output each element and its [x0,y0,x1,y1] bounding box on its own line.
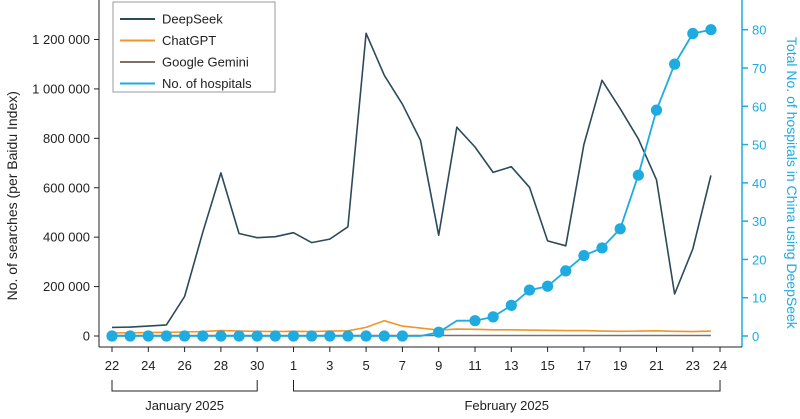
hospital-count-point [487,311,499,323]
bottom-axis-tick-label: 7 [399,358,406,373]
right-axis-tick-label: 0 [752,329,759,344]
left-axis-tick-label: 200 000 [43,279,90,294]
bottom-axis-tick-label: 28 [214,358,228,373]
hospital-count-point [324,330,336,342]
hospital-count-point [469,315,481,327]
no-of-hospitals-line [112,28,712,337]
hospital-count-point [650,104,663,116]
hospital-count-point [124,330,136,342]
axes: 0 200 000 400 000 600 000 800 000 1 000 000 1 … [4,0,800,413]
bottom-axis-tick-label: 24 [713,358,727,373]
hospital-count-point [269,330,281,342]
legend-label-no-of-hospitals: No. of hospitals [162,76,252,91]
hospital-count-point [542,280,554,292]
plot-area [106,24,717,342]
hospital-count-point [505,299,517,311]
bottom-axis-tick-label: 13 [504,358,518,373]
hospital-count-point [614,223,626,235]
bottom-axis-tick-label: 1 [290,358,297,373]
hospital-count-point [523,284,536,296]
february-label: February 2025 [464,398,549,413]
bottom-axis-tick-label: 19 [613,358,627,373]
left-axis-tick-label: 800 000 [43,131,90,146]
hospital-count-point [342,330,354,342]
hospital-count-point [197,330,209,342]
left-axis-tick-label: 0 [83,329,90,344]
hospital-count-point [687,27,699,40]
hospital-count-point [378,330,390,342]
right-axis-tick-label: 60 [752,99,766,114]
hospital-count-point [632,169,644,181]
right-axis-tick-label: 40 [752,176,766,191]
deepseek-line [111,32,712,329]
right-axis-tick-label: 30 [752,214,766,229]
january-label: January 2025 [145,398,224,413]
january-bracket [111,380,258,392]
hospital-count-point [669,58,681,70]
legend-box [112,1,276,93]
hospital-count-point [596,242,608,254]
hospital-count-point [233,330,245,342]
hospital-count-point [396,330,408,342]
right-axis-tick-label: 80 [752,23,766,38]
bottom-axis-tick-label: 17 [577,358,591,373]
legend-label-google-gemini: Google Gemini [162,55,249,70]
hospital-count-point [360,330,372,342]
bottom-axis-tick-label: 3 [326,358,333,373]
legend: DeepSeek ChatGPT Google Gemini No. of hospi… [112,1,276,93]
bottom-axis-tick-label: 23 [686,358,700,373]
right-axis-tick-label: 20 [752,252,766,267]
bottom-axis-tick-label: 30 [250,358,264,373]
bottom-axis-tick-label: 24 [141,358,155,373]
hospital-count-point [251,330,263,342]
february-bracket [293,380,721,392]
right-axis-tick-label: 70 [752,61,766,76]
left-axis-tick-label: 1 000 000 [32,81,90,96]
left-axis-tick-label: 400 000 [43,230,90,245]
bottom-axis-tick-label: 11 [468,358,482,373]
left-axis-tick-label: 1 200 000 [32,32,90,47]
left-axis-tick-label: 600 000 [43,180,90,195]
hospital-count-point [142,330,154,342]
hospital-count-point [179,330,191,342]
chatgpt-line [111,319,711,334]
legend-label-deepseek: DeepSeek [162,12,223,27]
bottom-axis-tick-label: 26 [177,358,191,373]
right-axis-tick-label: 10 [752,291,766,306]
left-axis-title: No. of searches (per Baidu Index) [4,91,20,300]
bottom-axis-tick-label: 9 [435,358,442,373]
hospital-count-point [705,24,717,36]
hospital-count-point [433,326,445,338]
hospital-count-point [215,330,227,342]
hospital-count-point [578,249,590,262]
bottom-axis-tick-label: 21 [649,358,663,373]
bottom-axis-tick-label: 15 [540,358,554,373]
legend-label-chatgpt: ChatGPT [162,33,216,48]
right-axis-title: Total No. of hospitals in China using De… [784,37,800,330]
hospital-count-point [560,265,572,277]
hospital-count-point [287,330,300,342]
hospital-count-point [106,330,118,342]
hospital-count-point [306,330,318,342]
bottom-axis-tick-label: 5 [362,358,369,373]
right-axis-tick-label: 50 [752,138,766,153]
bottom-axis-tick-label: 22 [105,358,119,373]
hospital-count-point [160,330,173,342]
